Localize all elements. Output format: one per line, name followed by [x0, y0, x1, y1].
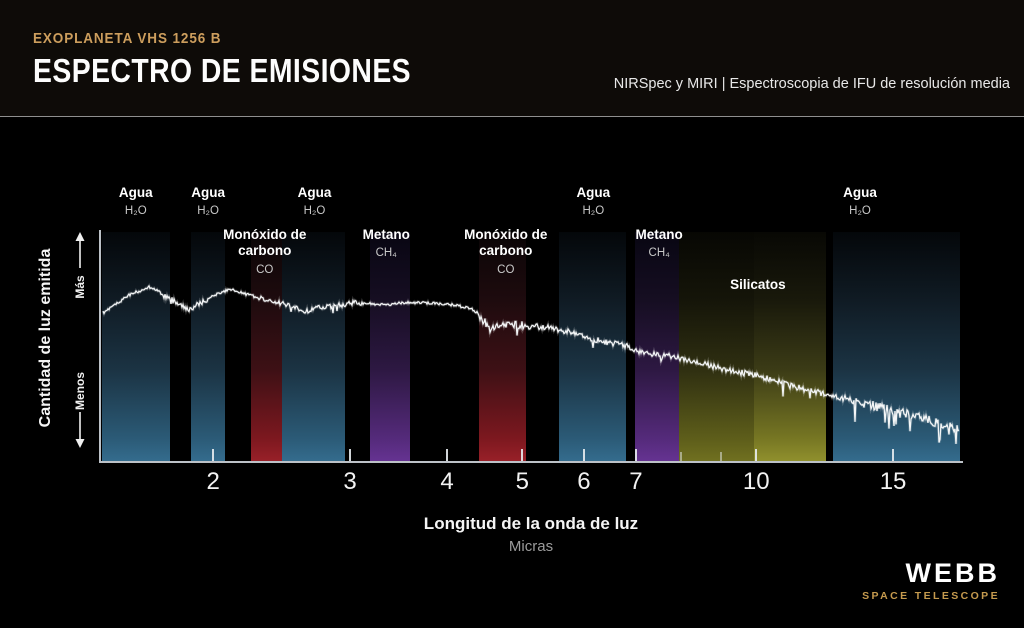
molecule-name: Silicatos — [730, 277, 786, 292]
webb-logo-tagline: SPACE TELESCOPE — [862, 590, 1000, 602]
absorption-band-agua — [102, 232, 171, 461]
molecule-name: Monóxido de carbono — [223, 227, 307, 259]
molecule-formula: H₂O — [124, 205, 147, 218]
molecule-name: Agua — [118, 185, 153, 200]
x-tick — [212, 449, 215, 461]
molecule-formula: CH₄ — [648, 247, 670, 260]
x-tick — [521, 449, 524, 461]
molecule-name: Agua — [843, 185, 877, 200]
x-axis-unit: Micras — [508, 538, 554, 555]
more-arrow-icon — [75, 232, 85, 268]
absorption-band-silicatos — [678, 232, 754, 461]
x-tick — [349, 449, 351, 461]
absorption-band-mon-xido-de-carbono — [251, 232, 282, 461]
instrument-note: NIRSpec y MIRI | Espectroscopia de IFU d… — [613, 76, 1010, 92]
molecule-name: Agua — [191, 185, 225, 200]
y-axis-more-label: Más — [73, 275, 87, 299]
x-tick-label: 7 — [629, 468, 643, 495]
y-axis-line — [99, 230, 101, 463]
x-tick — [755, 449, 758, 461]
x-tick — [892, 449, 895, 461]
molecule-label: Agua H₂O — [256, 185, 372, 218]
absorption-band-metano — [369, 232, 410, 461]
x-tick-label: 6 — [577, 468, 591, 495]
molecule-formula: H₂O — [303, 205, 326, 218]
x-tick-minor — [719, 452, 722, 461]
y-axis-less-label: Menos — [73, 371, 87, 411]
absorption-band-silicatos — [753, 232, 827, 461]
absorption-band-agua — [190, 232, 225, 461]
molecule-formula: CH₄ — [375, 247, 397, 260]
x-axis-line — [99, 461, 963, 463]
x-tick-label: 10 — [742, 468, 770, 495]
absorption-band-metano — [634, 232, 679, 461]
molecule-label: Agua H₂O — [78, 185, 194, 218]
molecule-label: Monóxido de carbono CO — [448, 227, 564, 277]
molecule-label: Agua H₂O — [802, 185, 918, 218]
spectrum-plot: 2 3 4 5 6 7 10 15 Agua H₂O Agua H₂O Monóxido de car… — [0, 117, 1024, 628]
webb-logo: WEBB SPACE TELESCOPE — [862, 558, 1000, 603]
y-axis-title: Cantidad de luz emitida — [37, 248, 54, 428]
x-tick — [582, 449, 585, 461]
molecule-label: Metano CH₄ — [601, 227, 717, 260]
molecule-name: Agua — [576, 185, 611, 200]
x-tick — [446, 449, 449, 461]
molecule-name: Monóxido de carbono — [464, 227, 548, 259]
molecule-formula: CO — [256, 263, 274, 276]
molecule-label: Metano CH₄ — [328, 227, 444, 260]
molecule-formula: H₂O — [582, 205, 605, 218]
molecule-label: Monóxido de carbono CO — [207, 227, 323, 277]
x-tick-label: 4 — [440, 468, 454, 495]
x-tick — [634, 449, 637, 461]
x-tick-minor — [679, 452, 682, 461]
molecule-formula: CO — [497, 263, 515, 276]
molecule-label: Agua H₂O — [150, 185, 266, 218]
x-tick-label: 2 — [206, 468, 220, 495]
molecule-label: Silicatos — [700, 277, 816, 293]
less-arrow-icon — [75, 412, 85, 448]
molecule-formula: H₂O — [197, 205, 219, 218]
x-tick-label: 15 — [879, 468, 907, 495]
x-tick-label: 5 — [515, 468, 530, 495]
eyebrow-title: EXOPLANETA VHS 1256 B — [33, 30, 222, 47]
molecule-name: Metano — [635, 227, 683, 242]
x-axis-title: Longitud de la onda de luz — [423, 514, 639, 533]
molecule-formula: H₂O — [849, 205, 871, 218]
absorption-band-agua — [281, 232, 346, 461]
x-tick-label: 3 — [343, 468, 357, 495]
page-title: ESPECTRO DE EMISIONES — [33, 52, 412, 89]
header: EXOPLANETA VHS 1256 B ESPECTRO DE EMISIO… — [0, 0, 1024, 117]
molecule-name: Agua — [297, 185, 332, 200]
molecule-label: Agua H₂O — [535, 185, 651, 218]
absorption-band-mon-xido-de-carbono — [479, 232, 527, 461]
molecule-name: Metano — [362, 227, 410, 242]
webb-logo-name: WEBB — [905, 558, 1000, 588]
